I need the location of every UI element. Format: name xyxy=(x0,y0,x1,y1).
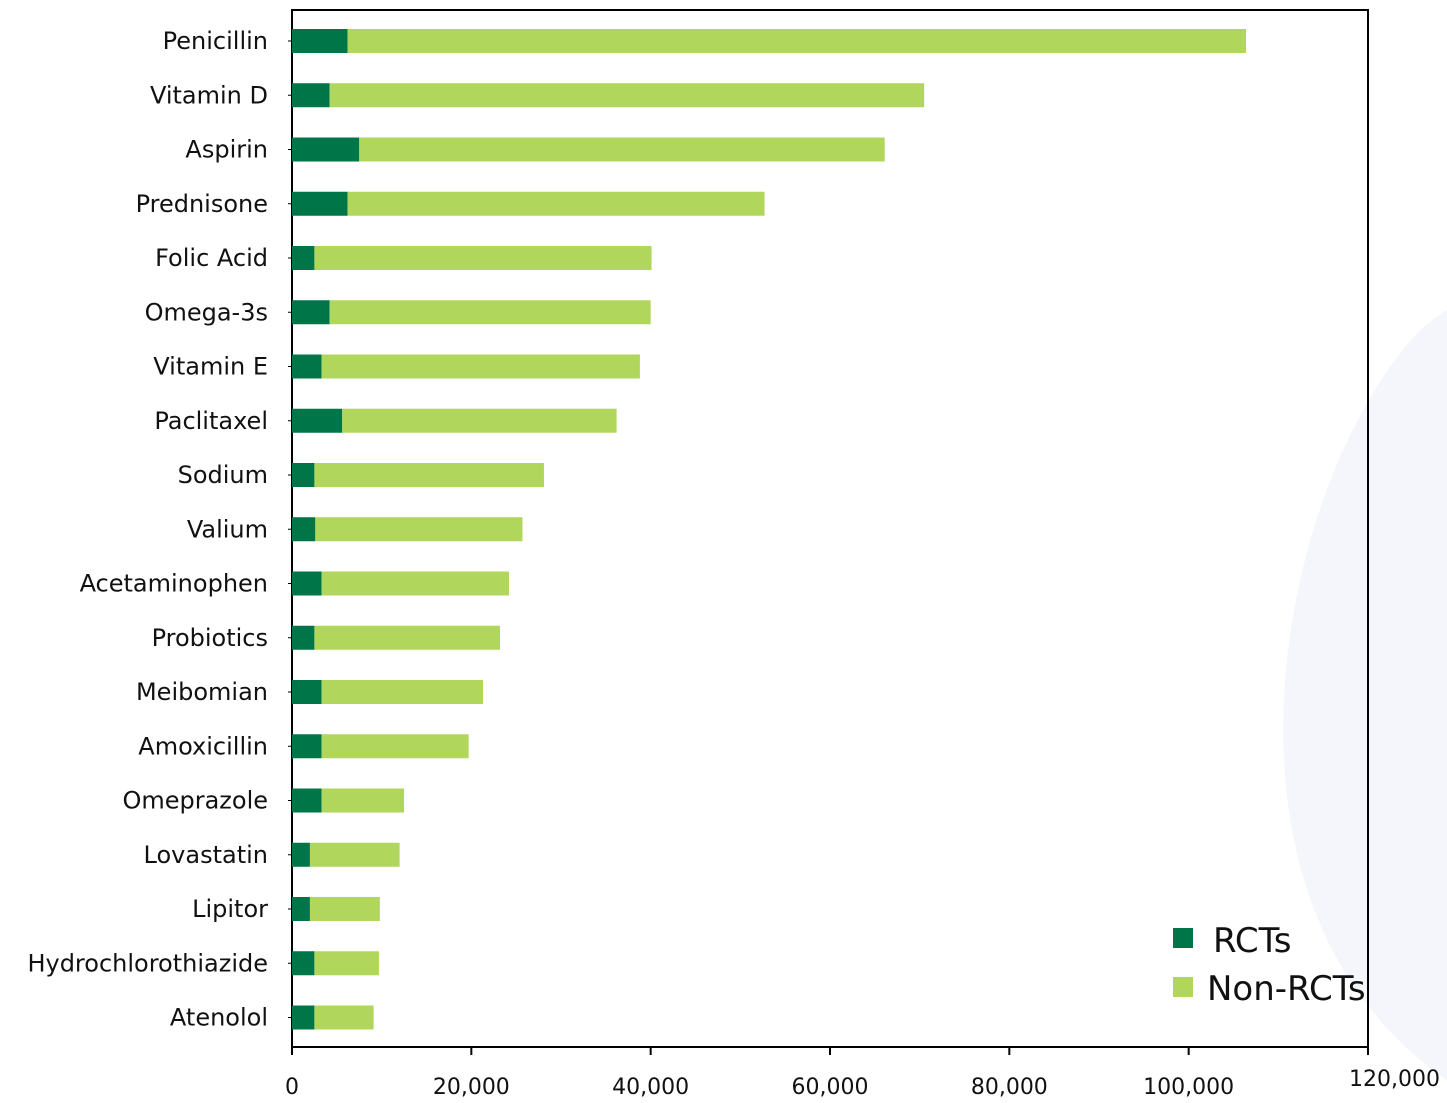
category-label: Folic Acid xyxy=(155,244,268,272)
bar-segment-rcts xyxy=(292,29,348,53)
bar-segment-rcts xyxy=(292,842,310,867)
legend-label-rcts: RCTs xyxy=(1213,921,1292,961)
bar-segment-rcts xyxy=(292,951,315,976)
x-tick-label: 100,000 xyxy=(1143,1075,1234,1100)
bar-segment-rcts xyxy=(292,408,343,433)
category-label: Probiotics xyxy=(152,624,268,652)
bar-segment-nonrcts xyxy=(309,842,400,867)
bar-segment-rcts xyxy=(292,517,316,542)
category-label: Lovastatin xyxy=(144,841,268,869)
category-label: Meibomian xyxy=(136,678,268,706)
bar-segment-rcts xyxy=(292,625,315,650)
bar-segment-nonrcts xyxy=(314,625,501,650)
legend-swatch-nonrcts xyxy=(1173,977,1193,997)
category-label: Amoxicillin xyxy=(138,732,268,760)
category-label: Paclitaxel xyxy=(154,407,268,435)
bar-segment-nonrcts xyxy=(359,137,885,162)
x-tick-label: 0 xyxy=(285,1075,299,1100)
bar-segment-rcts xyxy=(292,137,360,162)
bar-segment-nonrcts xyxy=(315,517,523,542)
bar-segment-rcts xyxy=(292,191,348,216)
bar-segment-nonrcts xyxy=(321,571,509,596)
bar-segment-nonrcts xyxy=(321,788,405,813)
plot-area: 0 20,000 40,000 60,000 80,000 100,000 120,000 P… xyxy=(27,9,1440,1100)
bar-segment-rcts xyxy=(292,246,315,270)
category-label: Acetaminophen xyxy=(80,570,268,598)
bar-segment-rcts xyxy=(292,897,310,921)
bar-segment-rcts xyxy=(292,734,322,759)
category-label: Prednisone xyxy=(136,190,268,218)
bar-segment-rcts xyxy=(292,83,330,108)
bar-segment-nonrcts xyxy=(321,354,640,379)
bar-segment-rcts xyxy=(292,300,330,325)
bar-segment-nonrcts xyxy=(329,83,925,108)
x-tick-label: 60,000 xyxy=(792,1075,869,1100)
category-label: Vitamin D xyxy=(150,81,268,109)
bar-segment-nonrcts xyxy=(329,300,651,325)
bar-segment-nonrcts xyxy=(309,897,380,921)
bar-segment-nonrcts xyxy=(314,246,652,270)
category-label: Penicillin xyxy=(163,27,268,55)
bar-segment-rcts xyxy=(292,1005,315,1030)
legend: RCTs Non-RCTs xyxy=(1173,921,1366,1009)
bar-segment-nonrcts xyxy=(321,680,483,704)
bar-segment-nonrcts xyxy=(314,1005,374,1030)
bar-segment-rcts xyxy=(292,463,315,487)
bar-segment-rcts xyxy=(292,680,322,704)
bar-segment-nonrcts xyxy=(342,408,617,433)
category-label: Aspirin xyxy=(185,136,268,164)
legend-label-nonrcts: Non-RCTs xyxy=(1207,969,1366,1009)
bar-segment-nonrcts xyxy=(314,951,379,976)
category-label: Atenolol xyxy=(170,1004,268,1032)
x-tick-label: 80,000 xyxy=(971,1075,1048,1100)
bar-segment-rcts xyxy=(292,788,322,813)
bar-segment-nonrcts xyxy=(347,191,765,216)
category-label: Valium xyxy=(187,515,268,543)
category-label: Sodium xyxy=(178,461,268,489)
category-label: Hydrochlorothiazide xyxy=(27,949,268,977)
background-watermark-shape xyxy=(1283,310,1447,1080)
bar-segment-nonrcts xyxy=(347,29,1247,53)
bar-segment-nonrcts xyxy=(321,734,469,759)
x-tick-label: 120,000 xyxy=(1349,1067,1440,1092)
category-label: Omeprazole xyxy=(122,787,268,815)
bar-segment-rcts xyxy=(292,571,322,596)
x-tick-label: 40,000 xyxy=(612,1075,689,1100)
bar-segment-rcts xyxy=(292,354,322,379)
x-tick-label: 20,000 xyxy=(433,1075,510,1100)
category-label: Omega-3s xyxy=(145,298,268,326)
category-label: Lipitor xyxy=(192,895,268,923)
category-label: Vitamin E xyxy=(153,353,268,381)
legend-swatch-rcts xyxy=(1173,928,1193,948)
bar-segment-nonrcts xyxy=(314,463,544,487)
